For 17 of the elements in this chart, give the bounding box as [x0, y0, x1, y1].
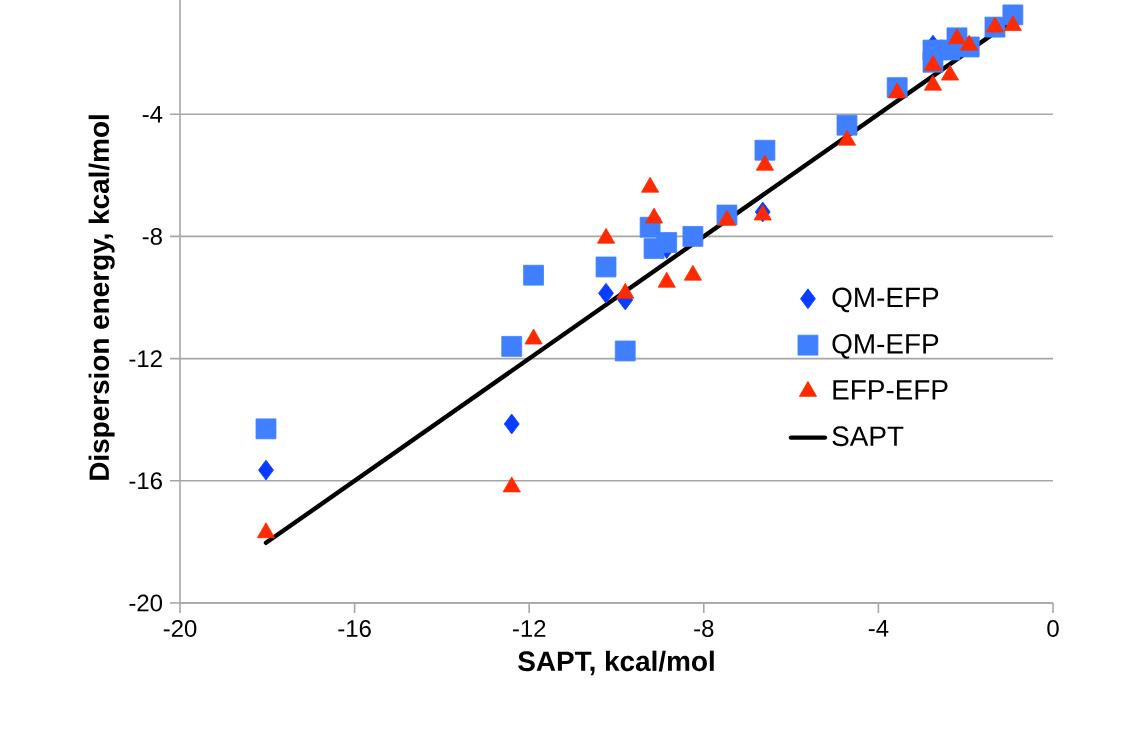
- y-tick-label: -8: [142, 227, 162, 245]
- x-tick-label: -12: [512, 620, 546, 637]
- y-tick-label: -20: [129, 594, 163, 612]
- x-tick-label: -4: [868, 620, 889, 637]
- legend-label: EFP-EFP: [833, 380, 948, 400]
- x-tick-label: -20: [163, 620, 197, 637]
- y-tick-label: -16: [129, 472, 162, 490]
- x-axis-title: SAPT, kcal/mol: [518, 650, 714, 676]
- y-axis-title: Dispersion energy, kcal/mol: [88, 115, 115, 480]
- x-tick-label: 0: [1047, 620, 1059, 637]
- y-tick-label: -4: [142, 105, 163, 123]
- legend-label: SAPT: [832, 426, 904, 447]
- legend-label: QM-EFP: [832, 333, 939, 359]
- y-tick-label: -12: [129, 350, 162, 367]
- x-tick-label: -16: [338, 620, 371, 637]
- x-tick-label: -8: [694, 620, 714, 637]
- legend-label: QM-EFP: [832, 287, 939, 313]
